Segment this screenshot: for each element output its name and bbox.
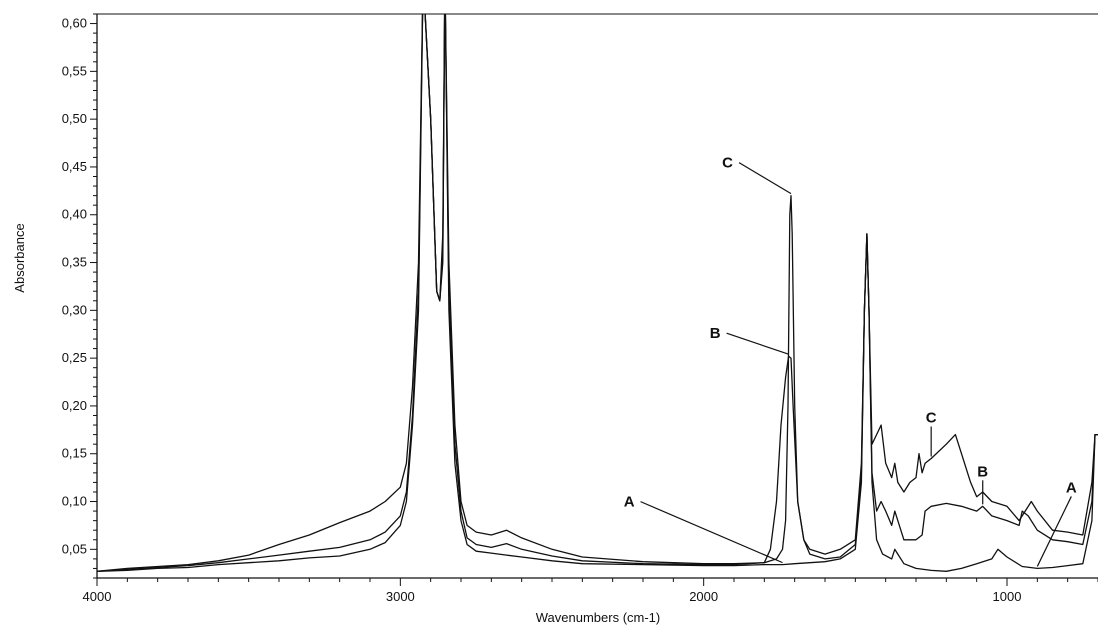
y-axis-ticks: 0,05 0,10 0,15 0,20 0,25 0,30 0,35 0,40 0,45 0,50… — [62, 13, 97, 579]
annotation-b: B — [977, 463, 988, 505]
curve-annotations: C B A C B A — [624, 155, 1077, 567]
annotation-label: B — [710, 325, 721, 342]
x-tick-label: 3000 — [386, 589, 415, 604]
y-tick-label: 0,10 — [62, 494, 87, 509]
y-axis-title: Absorbance — [12, 223, 27, 292]
y-tick-label: 0,25 — [62, 350, 87, 365]
y-tick-label: 0,20 — [62, 398, 87, 413]
plot-frame — [96, 13, 1098, 579]
y-tick-label: 0,55 — [62, 63, 87, 78]
annotation-leader-line — [1036, 496, 1072, 567]
y-tick-label: 0,15 — [62, 446, 87, 461]
y-tick-label: 0,60 — [62, 16, 87, 31]
y-tick-label: 0,35 — [62, 255, 87, 270]
x-axis-title: Wavenumbers (cm-1) — [536, 610, 660, 625]
annotation-c: C — [926, 410, 937, 457]
annotation-leader-line — [640, 501, 783, 564]
y-tick-label: 0,45 — [62, 159, 87, 174]
series-line-b — [97, 14, 1098, 572]
annotation-label: B — [977, 463, 988, 480]
x-tick-label: 2000 — [689, 589, 718, 604]
annotation-label: A — [624, 494, 635, 511]
x-tick-label: 4000 — [83, 589, 112, 604]
annotation-b: B — [710, 325, 789, 355]
annotation-leader-line — [726, 332, 789, 355]
annotation-label: C — [926, 410, 937, 427]
x-axis-ticks: 4000 3000 2000 1000 — [83, 578, 1098, 604]
series-line-c — [97, 14, 1098, 572]
annotation-c: C — [722, 155, 792, 195]
annotation-a: A — [624, 494, 783, 564]
x-tick-label: 1000 — [993, 589, 1022, 604]
annotation-leader-line — [738, 162, 792, 195]
annotation-label: A — [1066, 479, 1077, 496]
spectra-series — [97, 14, 1098, 572]
annotation-label: C — [722, 155, 733, 172]
y-tick-label: 0,50 — [62, 111, 87, 126]
y-tick-label: 0,05 — [62, 541, 87, 556]
series-line-a — [97, 14, 1098, 572]
y-tick-label: 0,40 — [62, 207, 87, 222]
y-tick-label: 0,30 — [62, 302, 87, 317]
annotation-a: A — [1036, 479, 1077, 567]
